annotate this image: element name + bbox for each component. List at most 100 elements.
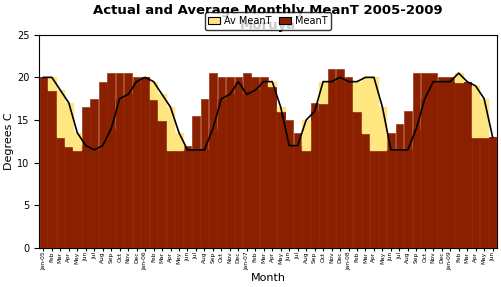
Bar — [209, 73, 217, 248]
Bar — [294, 146, 302, 248]
Bar — [150, 82, 157, 99]
Bar — [328, 82, 335, 248]
Bar — [133, 77, 140, 248]
Bar — [175, 150, 183, 248]
Bar — [455, 73, 462, 248]
Bar — [158, 94, 166, 248]
Bar — [133, 82, 140, 248]
Bar — [141, 77, 149, 248]
Bar — [141, 77, 149, 248]
Bar — [141, 77, 149, 248]
Bar — [379, 150, 386, 248]
Bar — [328, 82, 335, 248]
Bar — [158, 120, 166, 248]
Bar — [226, 77, 233, 248]
Bar — [345, 77, 352, 248]
Bar — [463, 82, 471, 248]
Bar — [167, 107, 174, 248]
Bar — [116, 73, 123, 248]
Bar — [175, 133, 183, 150]
Bar — [107, 129, 115, 248]
Bar — [99, 146, 107, 248]
Bar — [311, 103, 319, 248]
Bar — [269, 82, 276, 248]
Bar — [150, 82, 157, 248]
Bar — [48, 77, 56, 90]
Bar — [480, 99, 488, 137]
Bar — [480, 99, 488, 137]
Bar — [269, 82, 276, 248]
Bar — [150, 99, 157, 248]
Bar — [379, 107, 386, 248]
Bar — [167, 107, 174, 248]
Bar — [277, 107, 285, 248]
Bar — [260, 82, 268, 248]
Bar — [252, 90, 259, 248]
Bar — [277, 107, 285, 111]
Bar — [150, 82, 157, 248]
Bar — [472, 137, 479, 248]
Bar — [446, 82, 454, 248]
Bar — [40, 77, 47, 248]
Bar — [91, 150, 98, 248]
Bar — [99, 146, 107, 248]
Bar — [472, 86, 479, 248]
Bar — [286, 146, 293, 248]
Bar — [65, 146, 73, 248]
Bar — [107, 129, 115, 248]
Bar — [294, 146, 302, 248]
Bar — [209, 129, 217, 248]
Bar — [387, 150, 395, 248]
Bar — [455, 82, 462, 248]
Bar — [286, 146, 293, 248]
Bar — [124, 94, 132, 248]
Bar — [277, 107, 285, 111]
Bar — [116, 99, 123, 248]
Bar — [404, 111, 412, 248]
Bar — [319, 103, 327, 248]
Bar — [421, 73, 429, 248]
Bar — [184, 150, 191, 248]
Bar — [167, 107, 174, 150]
Bar — [65, 103, 73, 146]
Bar — [286, 120, 293, 248]
Bar — [438, 77, 445, 248]
Bar — [412, 129, 420, 248]
Bar — [91, 150, 98, 248]
Bar — [260, 82, 268, 248]
Bar — [362, 77, 369, 248]
Bar — [429, 82, 437, 248]
Bar — [404, 150, 412, 248]
Bar — [158, 94, 166, 120]
Bar — [396, 124, 403, 248]
Bar — [150, 82, 157, 99]
Bar — [302, 150, 310, 248]
Bar — [362, 77, 369, 133]
Bar — [336, 77, 344, 248]
Bar — [158, 94, 166, 120]
Bar — [438, 82, 445, 248]
Bar — [353, 82, 361, 111]
Bar — [99, 82, 107, 248]
Bar — [277, 107, 285, 248]
Bar — [489, 137, 496, 248]
Bar — [429, 73, 437, 248]
Bar — [302, 120, 310, 150]
Bar — [328, 69, 335, 248]
Bar — [480, 137, 488, 248]
Bar — [48, 90, 56, 248]
Bar — [463, 82, 471, 248]
Bar — [243, 94, 250, 248]
Bar — [40, 77, 47, 248]
Bar — [362, 133, 369, 248]
Bar — [404, 150, 412, 248]
Bar — [421, 99, 429, 248]
Bar — [472, 86, 479, 137]
Bar — [74, 133, 81, 248]
Bar — [124, 94, 132, 248]
Bar — [74, 133, 81, 150]
Bar — [489, 137, 496, 248]
Bar — [446, 77, 454, 248]
Bar — [243, 73, 250, 248]
Bar — [217, 77, 225, 248]
